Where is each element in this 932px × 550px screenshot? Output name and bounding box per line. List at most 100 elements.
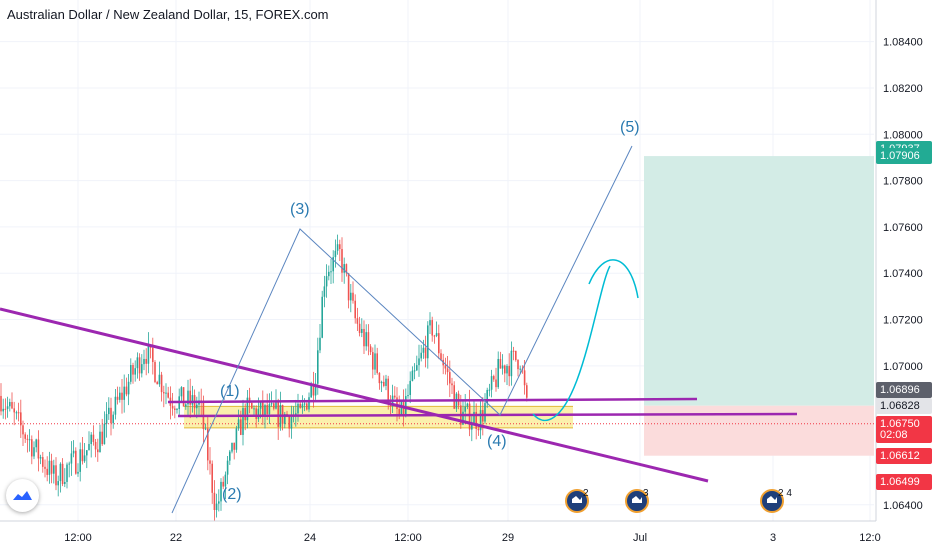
candle-body <box>163 392 165 394</box>
candle-body <box>83 455 86 462</box>
candle-body <box>59 463 62 482</box>
candle-body <box>20 412 22 426</box>
candle-body <box>499 358 502 369</box>
x-tick-label: 24 <box>304 532 316 544</box>
x-tick-label: Jul <box>633 532 647 544</box>
candle-body <box>398 409 400 416</box>
candle-body <box>138 357 141 374</box>
candle-body <box>330 271 332 273</box>
candle-body <box>424 347 427 359</box>
candle-body <box>86 450 88 456</box>
candle-body <box>352 292 354 301</box>
price-label-badge: 1.06828 <box>876 397 932 414</box>
candle-body <box>154 362 156 382</box>
candle-body <box>77 471 79 474</box>
candle-body <box>251 402 253 409</box>
y-tick-label: 1.07200 <box>883 315 923 327</box>
tradingview-logo[interactable] <box>6 479 39 512</box>
candle-body <box>2 408 4 412</box>
candle-body <box>88 444 90 451</box>
candle-body <box>394 395 396 398</box>
candle-body <box>387 378 389 404</box>
candle-body <box>523 370 526 386</box>
event-count: 2 <box>583 488 589 499</box>
candle-body <box>68 463 70 465</box>
candle-body <box>101 431 103 445</box>
price-label-badge: 1.07906 <box>876 148 932 165</box>
candle-body <box>396 397 398 410</box>
candle-body <box>284 413 286 424</box>
candle-body <box>477 428 480 431</box>
candle-body <box>400 401 403 416</box>
event-flag-shape <box>632 496 642 503</box>
candle-body <box>218 501 220 504</box>
candle-body <box>334 250 337 258</box>
candle-body <box>211 463 213 493</box>
drawings <box>0 145 798 514</box>
candle-body <box>132 365 134 375</box>
candles <box>0 234 528 522</box>
wave-label: (2) <box>222 486 242 503</box>
candle-body <box>493 376 495 380</box>
candle-body <box>187 390 189 405</box>
candle-body <box>427 325 429 359</box>
candle-body <box>180 387 183 397</box>
candle-body <box>11 402 13 409</box>
candle-body <box>255 408 257 419</box>
candle-body <box>215 503 218 511</box>
candle-body <box>473 411 475 424</box>
candle-body <box>488 389 491 391</box>
candle-body <box>303 403 306 405</box>
candle-body <box>185 404 187 407</box>
candle-body <box>506 365 508 374</box>
candle-body <box>409 380 411 395</box>
candle-body <box>453 385 455 409</box>
candle-body <box>317 350 319 384</box>
candle-body <box>257 408 260 419</box>
candle-body <box>356 318 359 324</box>
candle-body <box>94 441 97 450</box>
candle-body <box>0 395 2 412</box>
candle-body <box>446 368 449 373</box>
candle-body <box>290 417 293 429</box>
candle-body <box>264 405 266 416</box>
candle-body <box>35 439 37 448</box>
candle-body <box>152 347 154 363</box>
candle-body <box>207 428 209 461</box>
candle-body <box>321 296 323 338</box>
candle-body <box>495 379 497 388</box>
candle-body <box>385 378 387 386</box>
candle-body <box>380 381 383 384</box>
candle-body <box>350 292 352 301</box>
candle-body <box>347 273 350 301</box>
x-tick-label: 12:0 <box>859 532 880 544</box>
candle-body <box>253 408 255 410</box>
y-tick-label: 1.08200 <box>883 83 923 95</box>
y-tick-label: 1.07000 <box>883 361 923 373</box>
price-label-badge: 1.06896 <box>876 381 932 398</box>
candle-body <box>301 404 304 408</box>
x-tick-label: 22 <box>170 532 182 544</box>
elliott-wave-path <box>171 145 633 514</box>
candle-body <box>297 403 299 414</box>
candle-body <box>145 358 147 364</box>
trend-line-upper <box>167 397 698 404</box>
candle-body <box>110 407 112 424</box>
chart-title: Australian Dollar / New Zealand Dollar, … <box>7 7 329 22</box>
candle-body <box>486 389 488 404</box>
candle-body <box>259 401 262 409</box>
x-tick-label: 12:00 <box>394 532 422 544</box>
candle-body <box>266 405 268 414</box>
candle-body <box>90 434 92 445</box>
candle-body <box>438 333 440 354</box>
candle-body <box>116 396 119 400</box>
grid <box>0 0 874 521</box>
event-count: 2 4 <box>778 488 792 499</box>
candle-body <box>363 328 365 347</box>
candle-body <box>246 397 249 421</box>
candle-body <box>196 404 198 409</box>
candle-body <box>121 392 123 400</box>
candle-body <box>204 428 207 430</box>
candle-body <box>231 442 233 452</box>
